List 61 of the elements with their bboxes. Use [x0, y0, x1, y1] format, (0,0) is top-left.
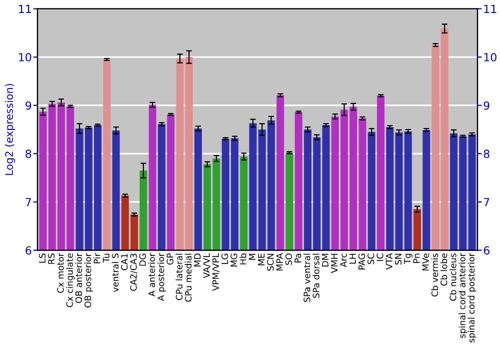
- x-tick-label: A posterior: [157, 253, 166, 301]
- x-tick-label: Pn: [413, 254, 420, 263]
- x-tick-label: CPu medial: [184, 254, 192, 302]
- x-tick-label: MG: [230, 254, 238, 266]
- y-tick-label: 8: [26, 150, 32, 158]
- x-tick-label: SO: [285, 254, 292, 265]
- x-tick-label: IC: [376, 254, 384, 261]
- x-tick-label: Hb: [240, 254, 246, 264]
- x-tick-label: LH: [349, 254, 356, 264]
- x-tick-label: SN: [394, 254, 402, 265]
- y2-tick-label: 9: [484, 101, 490, 110]
- x-tick-label: GP: [166, 253, 174, 265]
- x-tick-label: OB anterior: [75, 253, 82, 303]
- x-tick-label: SCN: [267, 254, 274, 271]
- y-tick-label: 6: [26, 246, 32, 255]
- x-tick-label: SPa dorsal: [312, 254, 320, 298]
- x-tick-label: Pa: [294, 254, 302, 262]
- y-tick-label: 7: [26, 198, 31, 206]
- x-tick-label: VPM/VPL: [212, 253, 220, 291]
- y-tick-label: 9: [26, 101, 32, 110]
- y2-tick-label: 11: [484, 4, 496, 13]
- x-tick-label: VMH: [331, 254, 338, 274]
- x-tick-label: MPA: [276, 253, 283, 270]
- x-tick-label: OB posterior: [84, 253, 93, 308]
- x-tick-label: Cx cingulate: [66, 253, 75, 308]
- x-tick-label: CPu lateral: [176, 254, 182, 300]
- x-tick-label: Arc: [340, 254, 347, 268]
- x-tick-label: Cb vermis: [431, 253, 438, 296]
- x-tick-label: VTA: [386, 253, 392, 270]
- x-tick-label: Cb nucleus: [450, 253, 456, 301]
- x-tick-label: CA1: [121, 254, 128, 270]
- x-tick-label: RS: [48, 254, 55, 264]
- x-tick-label: SPa ventral: [303, 254, 310, 302]
- x-tick-label: spinal cord anterior: [458, 253, 468, 338]
- x-tick-label: spinal cord posterior: [468, 253, 476, 342]
- x-tick-label: PAG: [358, 254, 366, 270]
- y-tick-label: 10: [19, 53, 32, 62]
- x-tick-label: LS: [38, 254, 46, 263]
- x-tick-label: VA/VL: [203, 253, 211, 278]
- x-tick-label: Tu: [102, 254, 110, 263]
- y2-tick-label: 10: [484, 53, 496, 62]
- x-tick-label: MVe: [422, 253, 429, 270]
- x-tick-label: CA2/CA3: [130, 254, 138, 291]
- x-tick-label: ventral S: [112, 254, 119, 292]
- x-tick-label: LG: [221, 254, 228, 264]
- y-tick-label: 11: [19, 4, 31, 13]
- x-tick-label: A anterior: [148, 253, 156, 296]
- y2-tick-label: 6: [484, 246, 490, 255]
- x-tick-label: DM: [322, 254, 328, 266]
- x-tick-label: Cx motor: [57, 253, 64, 293]
- y2-tick-label: 8: [484, 150, 490, 158]
- x-tick-label: SC: [368, 254, 374, 264]
- x-tick-label: ME: [258, 254, 264, 266]
- y2-tick-label: 7: [484, 198, 490, 206]
- x-tick-label: DG: [139, 254, 146, 266]
- x-tick-label: Cb lobe: [440, 253, 448, 286]
- x-tick-label: MD: [194, 254, 201, 266]
- x-tick-label: Pir: [94, 253, 100, 264]
- x-tick-label: Tg: [404, 254, 412, 264]
- y-axis-title: Log2 (expression): [4, 84, 16, 175]
- x-tick-label: M: [248, 254, 256, 260]
